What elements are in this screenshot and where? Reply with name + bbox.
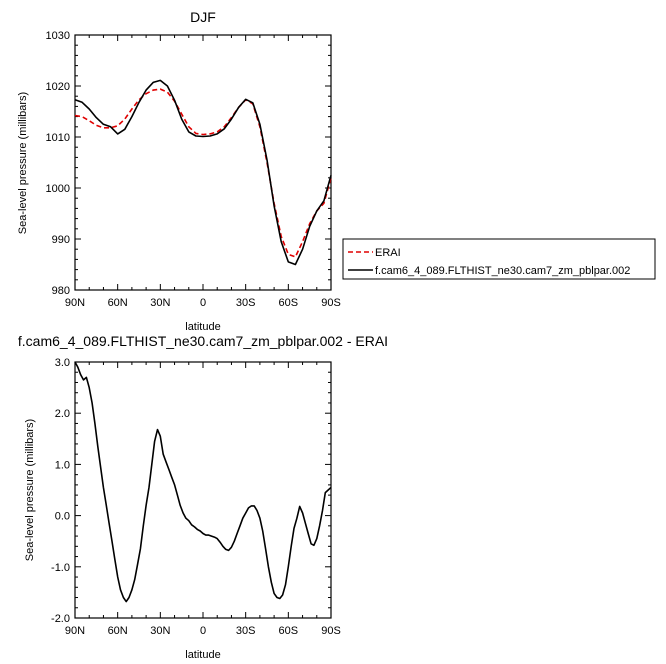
y-tick-label: -1.0	[51, 562, 70, 574]
y-tick-label: 2.0	[55, 408, 70, 420]
x-tick-label: 30N	[150, 625, 170, 637]
y-tick-label: 1020	[46, 81, 70, 93]
chart-title-difference: f.cam6_4_089.FLTHIST_ne30.cam7_zm_pblpar…	[18, 333, 388, 349]
x-axis-label: latitude	[185, 321, 220, 333]
chart-title: DJF	[190, 9, 216, 25]
x-tick-label: 60S	[279, 297, 299, 309]
plot-frame	[74, 34, 332, 291]
series-line-0	[74, 361, 332, 603]
x-tick-label: 90S	[321, 625, 341, 637]
x-tick-label: 90N	[65, 297, 85, 309]
bottom-chart: f.cam6_4_089.FLTHIST_ne30.cam7_zm_pblpar…	[18, 333, 388, 661]
y-tick-label: 0.0	[55, 511, 70, 523]
legend-box	[342, 238, 656, 280]
series-group-difference	[74, 361, 332, 603]
legend-label-model: f.cam6_4_089.FLTHIST_ne30.cam7_zm_pblpar…	[375, 265, 630, 277]
x-tick-label: 90N	[65, 625, 85, 637]
x-tick-label: 90S	[321, 297, 341, 309]
legend: ERAI f.cam6_4_089.FLTHIST_ne30.cam7_zm_p…	[342, 238, 656, 280]
y-tick-label: -2.0	[51, 613, 70, 625]
y-tick-label: 1010	[46, 132, 70, 144]
x-tick-label: 0	[200, 625, 206, 637]
y-tick-label: 1.0	[55, 459, 70, 471]
y-axis-label-difference: Sea-level pressure (millibars)	[24, 419, 36, 561]
y-tick-label: 1030	[46, 30, 70, 42]
x-tick-label: 60N	[108, 625, 128, 637]
y-axis-label: Sea-level pressure (millibars)	[17, 92, 29, 234]
series-line-0	[74, 88, 332, 258]
y-tick-label: 980	[52, 285, 70, 297]
series-group	[74, 79, 332, 266]
x-tick-label: 30S	[236, 625, 256, 637]
x-tick-label: 30S	[236, 297, 256, 309]
series-line-1	[74, 79, 332, 266]
x-tick-label: 60N	[108, 297, 128, 309]
x-tick-label: 30N	[150, 297, 170, 309]
y-tick-label: 990	[52, 234, 70, 246]
y-tick-label: 1000	[46, 183, 70, 195]
axis-ticks: 90N 60N 30N 0 30S 60S 90S 980 990 1000 1010 1020 103…	[46, 30, 341, 309]
x-axis-label-difference: latitude	[185, 649, 220, 661]
top-chart: DJF 90N 60N 30N 0 30S 60S 90S 980 990 1000 1010 102…	[17, 9, 341, 333]
plot-frame-difference	[74, 361, 332, 619]
legend-label-erai: ERAI	[375, 247, 401, 259]
y-tick-label: 3.0	[55, 357, 70, 369]
x-tick-label: 60S	[279, 625, 299, 637]
axis-ticks-difference: 90N 60N 30N 0 30S 60S 90S -2.0 -1.0 0.0 1.0 2.0 3.0	[51, 357, 341, 637]
x-tick-label: 0	[200, 297, 206, 309]
